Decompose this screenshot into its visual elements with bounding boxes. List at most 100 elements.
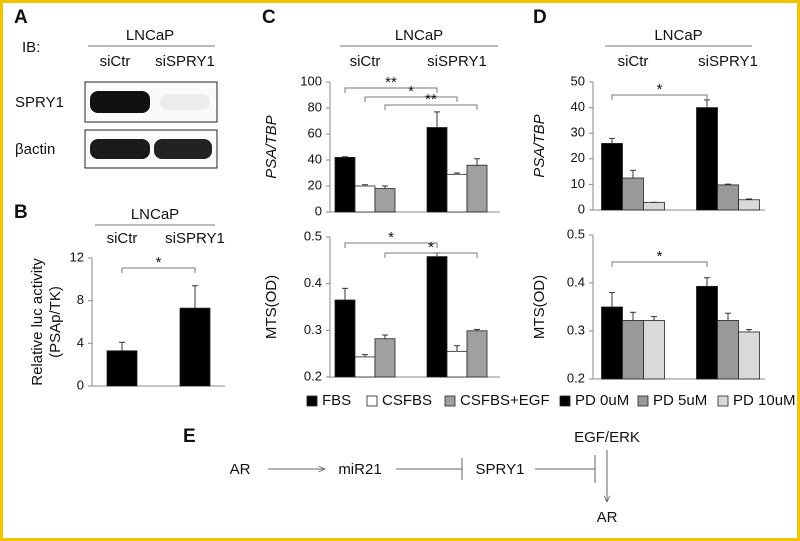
x-tick-label: siSPRY1 <box>698 53 758 70</box>
error-bar <box>382 185 388 189</box>
bar <box>334 299 356 378</box>
x-tick-label: siSPRY1 <box>165 230 225 247</box>
blot-band <box>90 139 150 159</box>
y-tick-label: 0.3 <box>304 322 322 337</box>
error-bar <box>746 198 752 200</box>
row-label: SPRY1 <box>15 94 64 111</box>
error-bar <box>342 287 348 300</box>
bar <box>446 173 468 213</box>
error-bar <box>746 329 752 332</box>
error-bar <box>434 111 440 128</box>
x-tick-label: siCtr <box>350 53 381 70</box>
significance-label: * <box>657 81 663 98</box>
error-bar <box>725 312 731 321</box>
node-label: EGF/ERK <box>574 429 640 446</box>
significance-label: ** <box>425 91 437 108</box>
significance-label: ** <box>385 74 397 91</box>
node-label: SPRY1 <box>476 461 525 478</box>
lane-label: siCtr <box>100 53 131 70</box>
panel-label: A <box>14 7 28 28</box>
significance-label: * <box>408 83 414 100</box>
error-bar <box>725 183 731 185</box>
y-tick-label: 8 <box>77 292 84 307</box>
y-axis-label: MTS(OD) <box>531 275 548 339</box>
bar <box>622 177 644 211</box>
bar <box>106 350 138 387</box>
bar <box>696 107 718 211</box>
legend-label: CSFBS <box>382 392 432 409</box>
bar <box>374 338 396 378</box>
bar <box>643 201 665 211</box>
significance-bracket <box>364 96 458 102</box>
significance-bracket <box>611 261 708 267</box>
bar <box>717 184 739 211</box>
group-label: LNCaP <box>654 27 702 44</box>
significance-label: * <box>388 229 394 246</box>
bar <box>446 350 468 378</box>
legend-label: FBS <box>322 392 351 409</box>
y-tick-label: 0.4 <box>304 275 322 290</box>
significance-label: * <box>156 254 162 271</box>
row-label: βactin <box>15 141 55 158</box>
error-bar <box>454 172 460 175</box>
node-label: miR21 <box>338 461 381 478</box>
bar <box>622 320 644 380</box>
bar <box>426 256 448 378</box>
lane-label: siSPRY1 <box>155 53 215 70</box>
y-tick-label: 60 <box>308 125 322 140</box>
group-label: LNCaP <box>131 206 179 223</box>
y-tick-label: 80 <box>308 99 322 114</box>
error-bar <box>474 158 480 166</box>
error-bar <box>382 334 388 339</box>
blot-band <box>160 94 210 110</box>
bar <box>601 306 623 380</box>
y-tick-label: 0.4 <box>567 274 585 289</box>
y-tick-label: 0 <box>315 203 322 218</box>
y-tick-label: 0 <box>77 377 84 392</box>
bar <box>354 356 376 378</box>
y-tick-label: 10 <box>571 176 585 191</box>
error-bar <box>454 345 460 352</box>
x-tick-label: siSPRY1 <box>427 53 487 70</box>
bar <box>374 188 396 213</box>
y-tick-label: 0.5 <box>304 228 322 243</box>
error-bar <box>704 277 710 287</box>
legend-label: PD 5uM <box>653 392 707 409</box>
significance-bracket <box>384 252 478 258</box>
panel-label: B <box>14 202 28 223</box>
significance-bracket <box>344 242 438 248</box>
bar <box>466 164 488 213</box>
y-tick-label: 40 <box>571 99 585 114</box>
legend-swatch <box>306 395 318 407</box>
x-tick-label: siCtr <box>107 230 138 247</box>
y-axis-label: PSA/TBP <box>263 115 280 178</box>
error-bar <box>362 184 368 186</box>
legend-swatch <box>366 395 378 407</box>
legend-swatch <box>717 395 729 407</box>
error-bar <box>651 316 657 321</box>
y-tick-label: 0 <box>578 201 585 216</box>
error-bar <box>630 311 636 321</box>
bar <box>717 320 739 380</box>
bar <box>354 185 376 213</box>
significance-bracket <box>611 94 708 100</box>
significance-bracket <box>344 87 438 93</box>
panel-label: E <box>183 426 196 447</box>
blot-band <box>154 139 212 159</box>
y-tick-label: 30 <box>571 125 585 140</box>
y-tick-label: 0.2 <box>304 368 322 383</box>
y-tick-label: 20 <box>308 177 322 192</box>
y-tick-label: 4 <box>77 335 84 350</box>
bar <box>426 127 448 213</box>
y-tick-label: 0.5 <box>567 226 585 241</box>
error-bar <box>474 328 480 331</box>
error-bar <box>704 99 710 108</box>
x-tick-label: siCtr <box>618 53 649 70</box>
y-axis-label: MTS(OD) <box>263 275 280 339</box>
legend-swatch <box>637 395 649 407</box>
bar <box>334 156 356 213</box>
y-tick-label: 40 <box>308 151 322 166</box>
bar <box>466 330 488 378</box>
bar <box>738 199 760 211</box>
